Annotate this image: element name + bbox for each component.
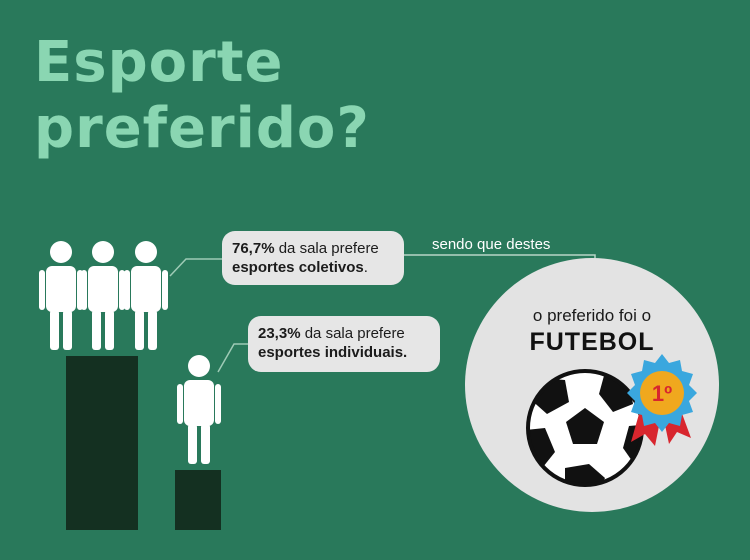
connector-caption: sendo que destes: [432, 236, 551, 253]
title-line-1: Esporte: [34, 30, 284, 95]
favorite-sport: FUTEBOL: [529, 328, 655, 356]
favorite-intro: o preferido foi o: [532, 306, 652, 325]
collective-text-a: da sala prefere: [274, 240, 379, 257]
collective-percent: 76,7%: [232, 240, 275, 257]
individual-text-a: da sala prefere: [300, 325, 405, 342]
page-title: Esporte preferido?: [34, 30, 370, 162]
person-icon: [177, 355, 221, 464]
person-icon: [81, 241, 125, 350]
individual-bar: [175, 470, 221, 530]
person-icon: [124, 241, 168, 350]
individual-text-b: esportes individuais.: [258, 344, 408, 361]
individual-stat-bubble: 23,3% da sala prefere esportes individua…: [248, 316, 440, 372]
title-line-2: preferido?: [34, 96, 370, 161]
collective-text-b: esportes coletivos: [232, 259, 364, 276]
soccer-ball-icon: [526, 369, 644, 487]
favorite-sport-circle: o preferido foi o FUTEBOL 1º: [465, 258, 719, 512]
person-icon: [39, 241, 83, 350]
medal-ribbon-icon: 1º: [627, 354, 697, 446]
medal-label: 1º: [652, 381, 672, 406]
collective-bar: [66, 356, 138, 530]
collective-connector: [169, 258, 222, 277]
collective-stat-bubble: 76,7% da sala prefere esportes coletivos…: [222, 231, 404, 285]
individual-percent: 23,3%: [258, 325, 301, 342]
individual-connector: [217, 343, 248, 373]
collective-text-c: .: [363, 259, 368, 276]
